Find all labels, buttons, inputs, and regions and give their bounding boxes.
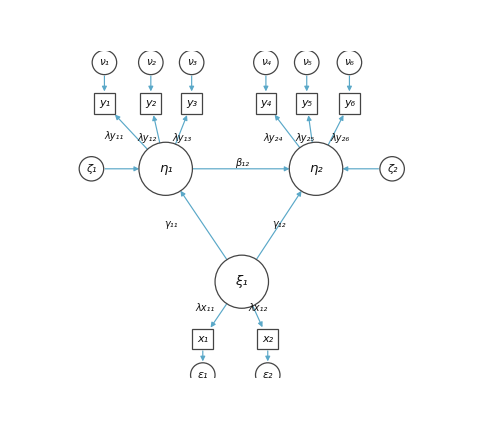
Text: λy₂₆: λy₂₆ — [331, 133, 350, 143]
Text: γ₁₁: γ₁₁ — [164, 219, 178, 230]
Text: x₁: x₁ — [197, 334, 208, 344]
Text: ζ₂: ζ₂ — [387, 164, 398, 174]
Text: λx₁₁: λx₁₁ — [195, 303, 214, 313]
Text: λx₁₂: λx₁₂ — [249, 303, 268, 313]
Text: y₃: y₃ — [186, 98, 197, 108]
Text: η₂: η₂ — [309, 162, 323, 175]
Ellipse shape — [255, 363, 280, 387]
Ellipse shape — [289, 142, 343, 196]
Text: ε₂: ε₂ — [262, 370, 273, 380]
Text: ν₃: ν₃ — [187, 57, 196, 68]
Text: ν₁: ν₁ — [100, 57, 109, 68]
Ellipse shape — [180, 50, 204, 75]
Text: λy₂₅: λy₂₅ — [295, 133, 315, 143]
Ellipse shape — [138, 50, 163, 75]
Ellipse shape — [139, 142, 193, 196]
FancyBboxPatch shape — [181, 93, 202, 113]
FancyBboxPatch shape — [339, 93, 360, 113]
Text: η₁: η₁ — [159, 162, 172, 175]
Text: y₁: y₁ — [99, 98, 110, 108]
FancyBboxPatch shape — [193, 329, 213, 349]
Text: β₁₂: β₁₂ — [235, 158, 249, 168]
Text: y₄: y₄ — [261, 98, 272, 108]
Ellipse shape — [79, 157, 103, 181]
Ellipse shape — [191, 363, 215, 387]
Text: λy₁₁: λy₁₁ — [104, 131, 123, 141]
Text: y₆: y₆ — [344, 98, 355, 108]
Text: y₅: y₅ — [301, 98, 312, 108]
FancyBboxPatch shape — [297, 93, 317, 113]
Text: y₂: y₂ — [145, 98, 156, 108]
Text: ν₄: ν₄ — [261, 57, 271, 68]
Text: ν₂: ν₂ — [146, 57, 156, 68]
Ellipse shape — [92, 50, 117, 75]
Text: λy₁₂: λy₁₂ — [137, 133, 157, 143]
Text: ν₆: ν₆ — [344, 57, 354, 68]
Text: γ₁₂: γ₁₂ — [272, 219, 285, 230]
Text: ξ₁: ξ₁ — [235, 275, 248, 288]
Ellipse shape — [380, 157, 404, 181]
Text: ε₁: ε₁ — [197, 370, 208, 380]
FancyBboxPatch shape — [140, 93, 161, 113]
Text: λy₂₄: λy₂₄ — [264, 133, 283, 143]
FancyBboxPatch shape — [255, 93, 276, 113]
Text: λy₁₃: λy₁₃ — [173, 133, 192, 143]
Ellipse shape — [254, 50, 278, 75]
Ellipse shape — [337, 50, 362, 75]
FancyBboxPatch shape — [94, 93, 115, 113]
Text: ν₅: ν₅ — [302, 57, 312, 68]
FancyBboxPatch shape — [257, 329, 278, 349]
Text: ζ₁: ζ₁ — [86, 164, 97, 174]
Ellipse shape — [215, 255, 269, 308]
Text: x₂: x₂ — [262, 334, 274, 344]
Ellipse shape — [295, 50, 319, 75]
